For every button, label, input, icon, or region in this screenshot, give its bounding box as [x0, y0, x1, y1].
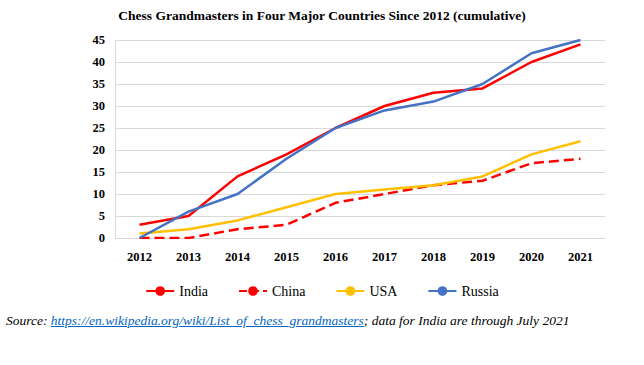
svg-text:0: 0 [99, 231, 105, 245]
svg-text:2021: 2021 [568, 250, 593, 264]
svg-text:2020: 2020 [519, 250, 544, 264]
svg-text:2012: 2012 [127, 250, 152, 264]
html-text:Source: https://en.wikipedia.o: Source: https://en.wikipedia.org/wiki/Li… [6, 313, 570, 328]
svg-text:15: 15 [93, 165, 106, 179]
svg-text:30: 30 [93, 99, 106, 113]
svg-text:25: 25 [93, 121, 106, 135]
svg-text:2014: 2014 [225, 250, 251, 264]
svg-text:India: India [179, 284, 209, 299]
svg-text:40: 40 [93, 55, 106, 69]
svg-text:5: 5 [99, 209, 105, 223]
svg-text:2018: 2018 [421, 250, 446, 264]
svg-text:35: 35 [93, 77, 106, 91]
svg-text:2015: 2015 [274, 250, 299, 264]
svg-text:45: 45 [93, 33, 106, 47]
svg-text:2016: 2016 [323, 250, 348, 264]
svg-text:Russia: Russia [461, 284, 499, 299]
svg-text:China: China [272, 284, 306, 299]
svg-text:USA: USA [369, 284, 398, 299]
svg-text:10: 10 [93, 187, 106, 201]
svg-text:2019: 2019 [470, 250, 495, 264]
svg-text:2013: 2013 [176, 250, 201, 264]
svg-text:20: 20 [93, 143, 106, 157]
svg-text:Chess Grandmasters in Four Maj: Chess Grandmasters in Four Major Countri… [118, 8, 525, 23]
svg-text:2017: 2017 [372, 250, 397, 264]
